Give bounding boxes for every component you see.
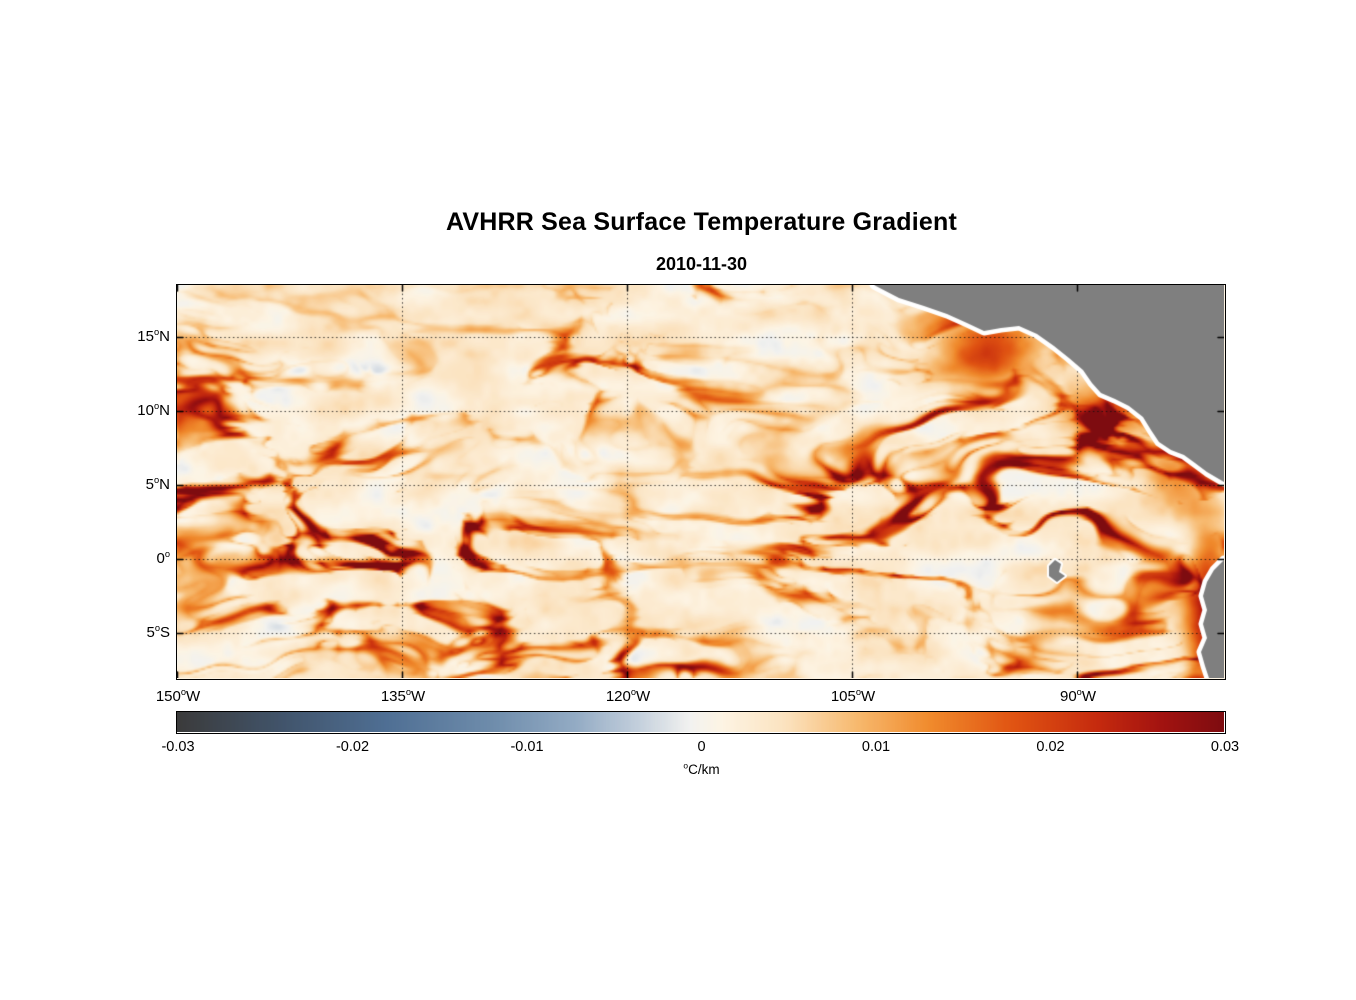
colorbar-gradient bbox=[177, 712, 1224, 732]
lat-tick-label: 0o bbox=[156, 548, 170, 567]
sst-gradient-heatmap bbox=[177, 285, 1224, 678]
colorbar-tick-label: 0.02 bbox=[1036, 739, 1065, 755]
colorbar bbox=[176, 711, 1226, 734]
lat-tick-label: 5oN bbox=[145, 474, 170, 493]
colorbar-unit-label: oC/km bbox=[178, 760, 1225, 777]
map-plot-area bbox=[176, 284, 1226, 680]
colorbar-tick-label: 0 bbox=[697, 739, 706, 755]
lat-tick-label: 5oS bbox=[146, 622, 170, 641]
colorbar-tick-label: -0.02 bbox=[335, 739, 370, 755]
colorbar-tick-label: 0.01 bbox=[861, 739, 891, 755]
lat-tick-label: 15oN bbox=[137, 326, 170, 345]
lon-tick-label: 105oW bbox=[830, 687, 876, 705]
lon-tick-label: 135oW bbox=[380, 687, 426, 705]
colorbar-tick-label: -0.01 bbox=[510, 739, 544, 755]
colorbar-tick-labels: -0.03 -0.02 -0.01 0 0.01 0.02 0.03 bbox=[161, 739, 1239, 757]
lat-tick-label: 10oN bbox=[137, 400, 170, 419]
lon-tick-label: 150oW bbox=[155, 687, 201, 705]
lon-tick-label: 90oW bbox=[1059, 687, 1097, 705]
lon-tick-label: 120oW bbox=[605, 687, 651, 705]
colorbar-tick-label: 0.03 bbox=[1210, 739, 1240, 755]
colorbar-unit-text: C/km bbox=[688, 762, 720, 777]
colorbar-tick-label: -0.03 bbox=[161, 739, 195, 755]
chart-date: 2010-11-30 bbox=[655, 254, 748, 274]
chart-title: AVHRR Sea Surface Temperature Gradient bbox=[446, 208, 957, 236]
colorbar-unit-degree: o bbox=[683, 760, 689, 771]
longitude-axis: 150oW 135oW 120oW 105oW 90oW bbox=[156, 687, 1225, 708]
latitude-axis: 15oN 10oN 5oN 0o 5oS bbox=[94, 285, 170, 679]
